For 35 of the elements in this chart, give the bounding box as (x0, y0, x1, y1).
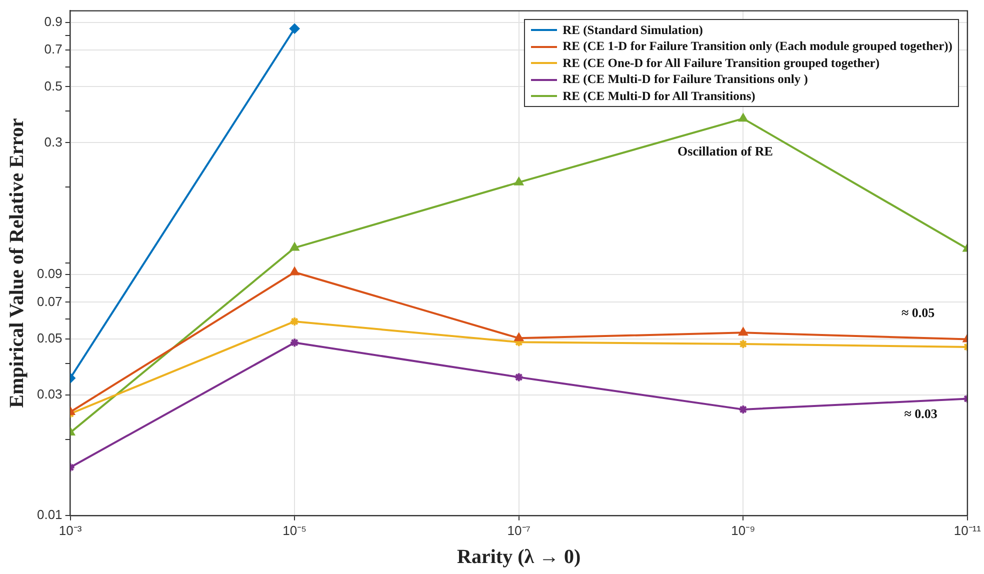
annotation: Oscillation of RE (678, 143, 773, 158)
y-tick-label: 0.3 (44, 134, 62, 150)
point (290, 338, 300, 348)
y-tick-label: 0.05 (36, 330, 62, 346)
point (738, 338, 748, 349)
y-tick-label: 0.5 (44, 78, 62, 94)
x-axis-title: Rarity (λ → 0) (457, 546, 581, 568)
y-tick-label: 0.03 (36, 386, 62, 402)
x-tick-label: 10⁻⁷ (507, 522, 531, 538)
point (290, 242, 300, 251)
x-tick-label: 10⁻¹¹ (954, 522, 982, 538)
legend-label: RE (CE One-D for All Failure Transition grouped together) (562, 56, 880, 71)
legend-label: RE (CE Multi-D for All Transitions) (562, 88, 756, 104)
point (514, 333, 524, 342)
legend-label: RE (CE Multi-D for Failure Transitions only ) (562, 72, 808, 88)
legend-label: RE (Standard Simulation) (562, 22, 703, 38)
x-tick-label: 10⁻⁹ (731, 522, 756, 538)
point (738, 328, 748, 336)
point (514, 372, 524, 382)
point (738, 404, 748, 414)
y-tick-label: 0.9 (44, 14, 62, 29)
legend-label: RE (CE 1-D for Failure Transition only (Each module grouped together)) (562, 39, 952, 54)
point (738, 114, 748, 122)
annotation: ≈ 0.05 (902, 304, 936, 320)
annotation: ≈ 0.03 (904, 406, 938, 421)
x-tick-label: 10⁻³ (58, 522, 82, 538)
y-tick-label: 0.07 (36, 294, 62, 309)
point (290, 316, 300, 326)
point (514, 177, 524, 186)
y-tick-label: 0.01 (36, 506, 62, 522)
point (290, 267, 300, 276)
y-tick-label: 0.09 (36, 266, 62, 282)
y-tick-label: 0.7 (44, 41, 62, 56)
y-axis-title: Empirical Value of Relative Error (6, 118, 28, 408)
x-tick-label: 10⁻⁵ (282, 522, 307, 538)
